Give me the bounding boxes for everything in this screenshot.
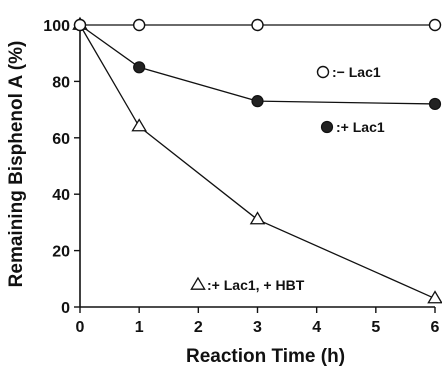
data-point-series-2 [428,97,442,111]
axes [74,23,436,313]
annotation-label-series-3: :+ Lac1, + HBT [207,277,305,293]
annotation-marker-series-2 [320,120,334,134]
annotation-marker-series-3 [190,276,206,290]
x-tick-label: 2 [194,319,203,336]
annotation-label-series-1: :− Lac1 [332,64,381,80]
data-point-series-1 [73,18,87,32]
y-tick-label: 0 [61,300,70,317]
data-point-series-1 [428,18,442,32]
data-point-series-1 [251,18,264,32]
series-line-2 [79,24,436,105]
y-tick-label: 40 [52,187,70,204]
y-tick-label: 20 [52,244,70,261]
x-axis-title: Reaction Time (h) [186,346,345,367]
data-point-series-3 [427,290,442,304]
y-tick-label: 60 [52,131,70,148]
x-tick-label: 6 [431,319,440,336]
annotation-label-series-2: :+ Lac1 [336,119,385,135]
x-tick-label: 3 [253,319,262,336]
series-annotations: :− Lac1 :+ Lac1 :+ Lac1, + HBT [190,64,385,293]
y-tick-label: 100 [43,18,70,35]
series-lines [79,24,436,300]
data-point-series-2 [133,61,146,74]
x-tick-label: 1 [135,319,144,336]
annotation-marker-series-1 [316,65,330,79]
data-point-series-2 [251,95,264,108]
y-axis-title: Remaining Bisphenol A (%) [6,41,27,288]
data-point-series-3 [131,118,147,132]
y-tick-label: 80 [52,74,70,91]
x-tick-label: 4 [312,319,321,336]
x-tick-label: 5 [371,319,380,336]
series-line-3 [79,24,436,300]
data-point-series-3 [249,211,266,225]
data-point-series-1 [132,18,146,32]
series-markers [72,16,442,304]
x-tick-label: 0 [76,319,85,336]
